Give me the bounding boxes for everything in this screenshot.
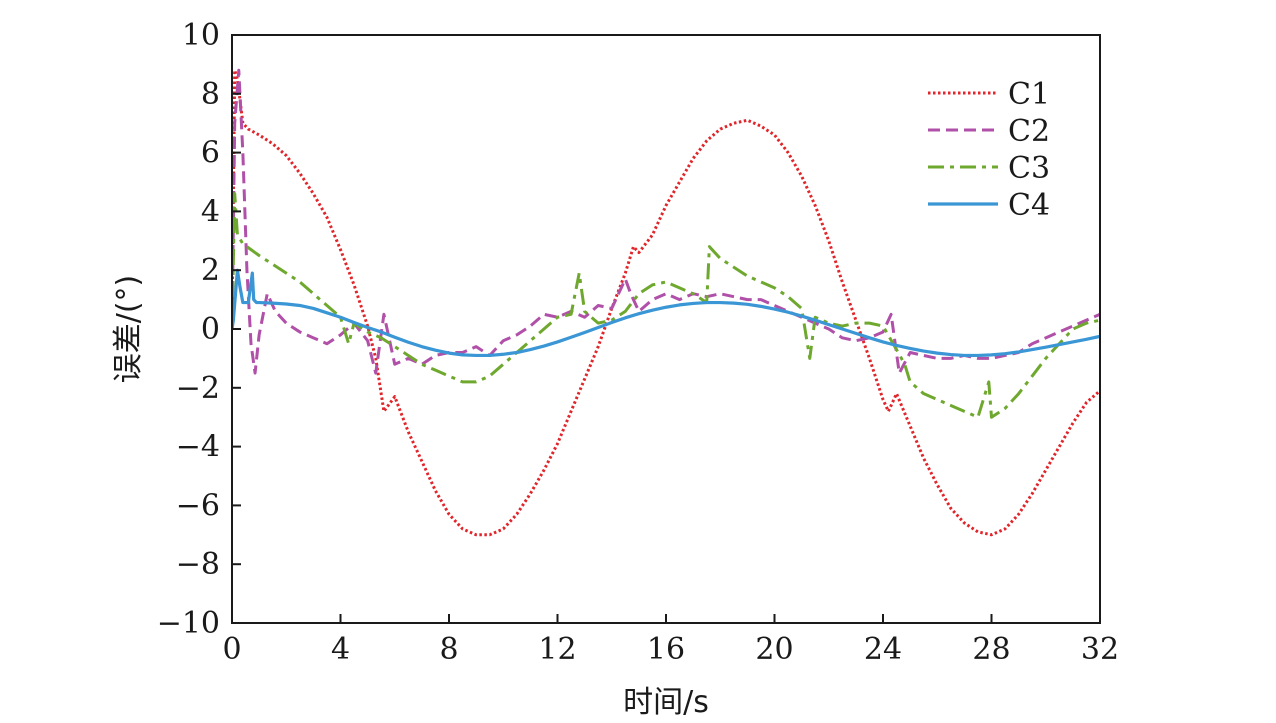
y-tick-label: 2	[201, 253, 220, 288]
legend-label-c4: C4	[1008, 188, 1050, 223]
x-tick-label: 16	[647, 632, 685, 667]
y-tick-label: 8	[201, 77, 220, 112]
series-line-c2	[232, 68, 1100, 375]
y-axis-title: 误差/(°)	[111, 275, 146, 384]
plot-frame	[231, 34, 1101, 624]
y-tick-label: 6	[201, 136, 220, 171]
x-tick-label: 12	[538, 632, 576, 667]
y-tick-label: −2	[176, 371, 220, 406]
y-tick-label: 0	[201, 312, 220, 347]
series-line-c1	[232, 68, 1100, 537]
y-tick-label: −8	[176, 547, 220, 582]
legend-label-c1: C1	[1008, 77, 1050, 112]
series-layer	[232, 68, 1100, 537]
x-tick-label: 8	[439, 632, 458, 667]
x-tick-label: 28	[972, 632, 1010, 667]
x-tick-label: 4	[331, 632, 350, 667]
x-tick-label: 32	[1081, 632, 1119, 667]
legend-label-c2: C2	[1008, 114, 1050, 149]
y-tick-label: −6	[176, 488, 220, 523]
y-tick-label: −4	[176, 430, 220, 465]
x-axis-title: 时间/s	[623, 685, 709, 720]
x-tick-label: 0	[222, 632, 241, 667]
y-tick-label: 4	[201, 194, 220, 229]
y-tick-label: 10	[182, 18, 220, 53]
series-line-c4	[232, 268, 1100, 358]
x-tick-label: 24	[864, 632, 902, 667]
y-tick-label: −10	[157, 606, 220, 641]
legend-label-c3: C3	[1008, 151, 1050, 186]
x-tick-label: 20	[755, 632, 793, 667]
